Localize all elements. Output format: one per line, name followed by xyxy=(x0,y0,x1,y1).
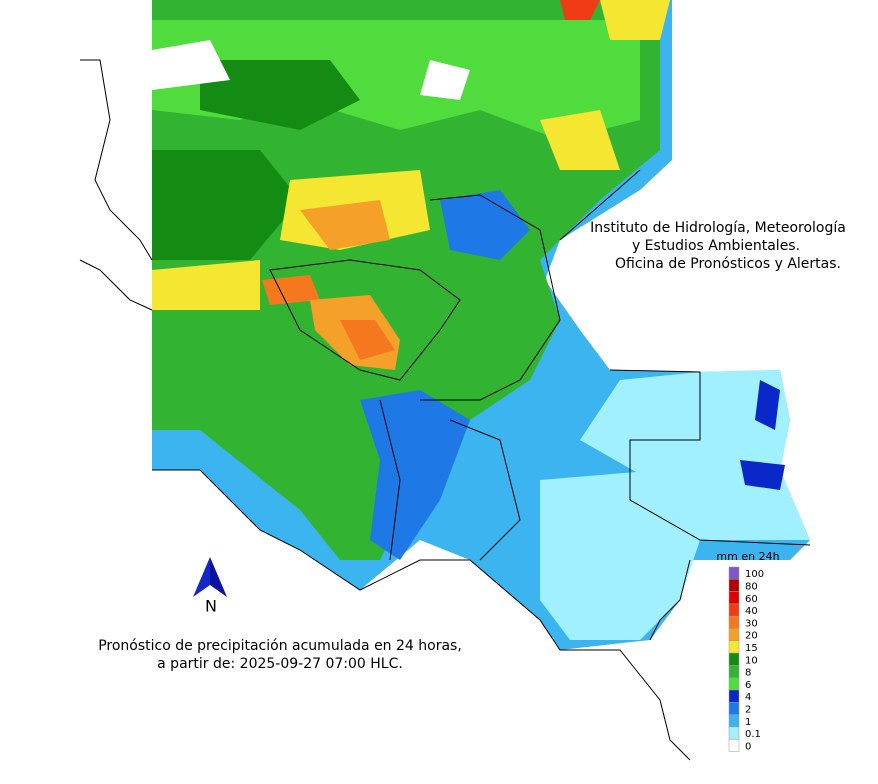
boundaries xyxy=(79,59,811,761)
legend-swatch xyxy=(728,628,740,642)
legend-swatch xyxy=(728,726,740,740)
header: Instituto de Hidrología, Meteorología y E… xyxy=(590,220,846,272)
legend-label: 20 xyxy=(745,631,758,642)
caption-line: a partir de: 2025-09-27 07:00 HLC. xyxy=(157,656,403,672)
legend-label: 15 xyxy=(745,643,758,654)
legend-swatch xyxy=(728,603,740,617)
legend-label: 80 xyxy=(745,581,758,592)
legend-swatch xyxy=(728,652,740,666)
legend-swatch xyxy=(728,640,740,654)
legend-swatch xyxy=(728,702,740,715)
legend-swatch xyxy=(728,677,740,691)
legend-swatch xyxy=(728,579,740,592)
legend-label: 1 xyxy=(745,717,751,728)
legend-label: 60 xyxy=(745,594,758,605)
legend-label: 4 xyxy=(745,692,751,703)
legend-label: 6 xyxy=(745,680,751,691)
legend-label: 30 xyxy=(745,618,758,629)
legend-swatch xyxy=(728,714,740,728)
legend-swatch xyxy=(728,665,740,678)
legend-swatch xyxy=(728,689,740,703)
header-line: Oficina de Pronósticos y Alertas. xyxy=(615,256,841,272)
legend-label: 8 xyxy=(745,668,751,679)
legend-swatch xyxy=(728,615,740,629)
north-arrow: N xyxy=(193,557,227,616)
legend-label: 2 xyxy=(745,704,751,715)
precipitation-field xyxy=(152,0,810,650)
north-label: N xyxy=(205,597,217,616)
caption: Pronóstico de precipitación acumulada en… xyxy=(98,638,462,672)
legend-label: 10 xyxy=(745,655,758,666)
caption-line: Pronóstico de precipitación acumulada en… xyxy=(98,638,462,654)
legend-title: mm en 24h xyxy=(716,550,779,563)
legend-label: 40 xyxy=(745,606,758,617)
legend-swatch xyxy=(728,591,740,605)
header-line: Instituto de Hidrología, Meteorología xyxy=(590,220,846,236)
legend-label: 0 xyxy=(745,741,751,752)
legend-swatch xyxy=(728,738,740,752)
header-line: y Estudios Ambientales. xyxy=(632,238,800,254)
legend-swatch xyxy=(728,566,740,580)
legend-label: 0.1 xyxy=(745,729,761,740)
legend-label: 100 xyxy=(745,569,764,580)
